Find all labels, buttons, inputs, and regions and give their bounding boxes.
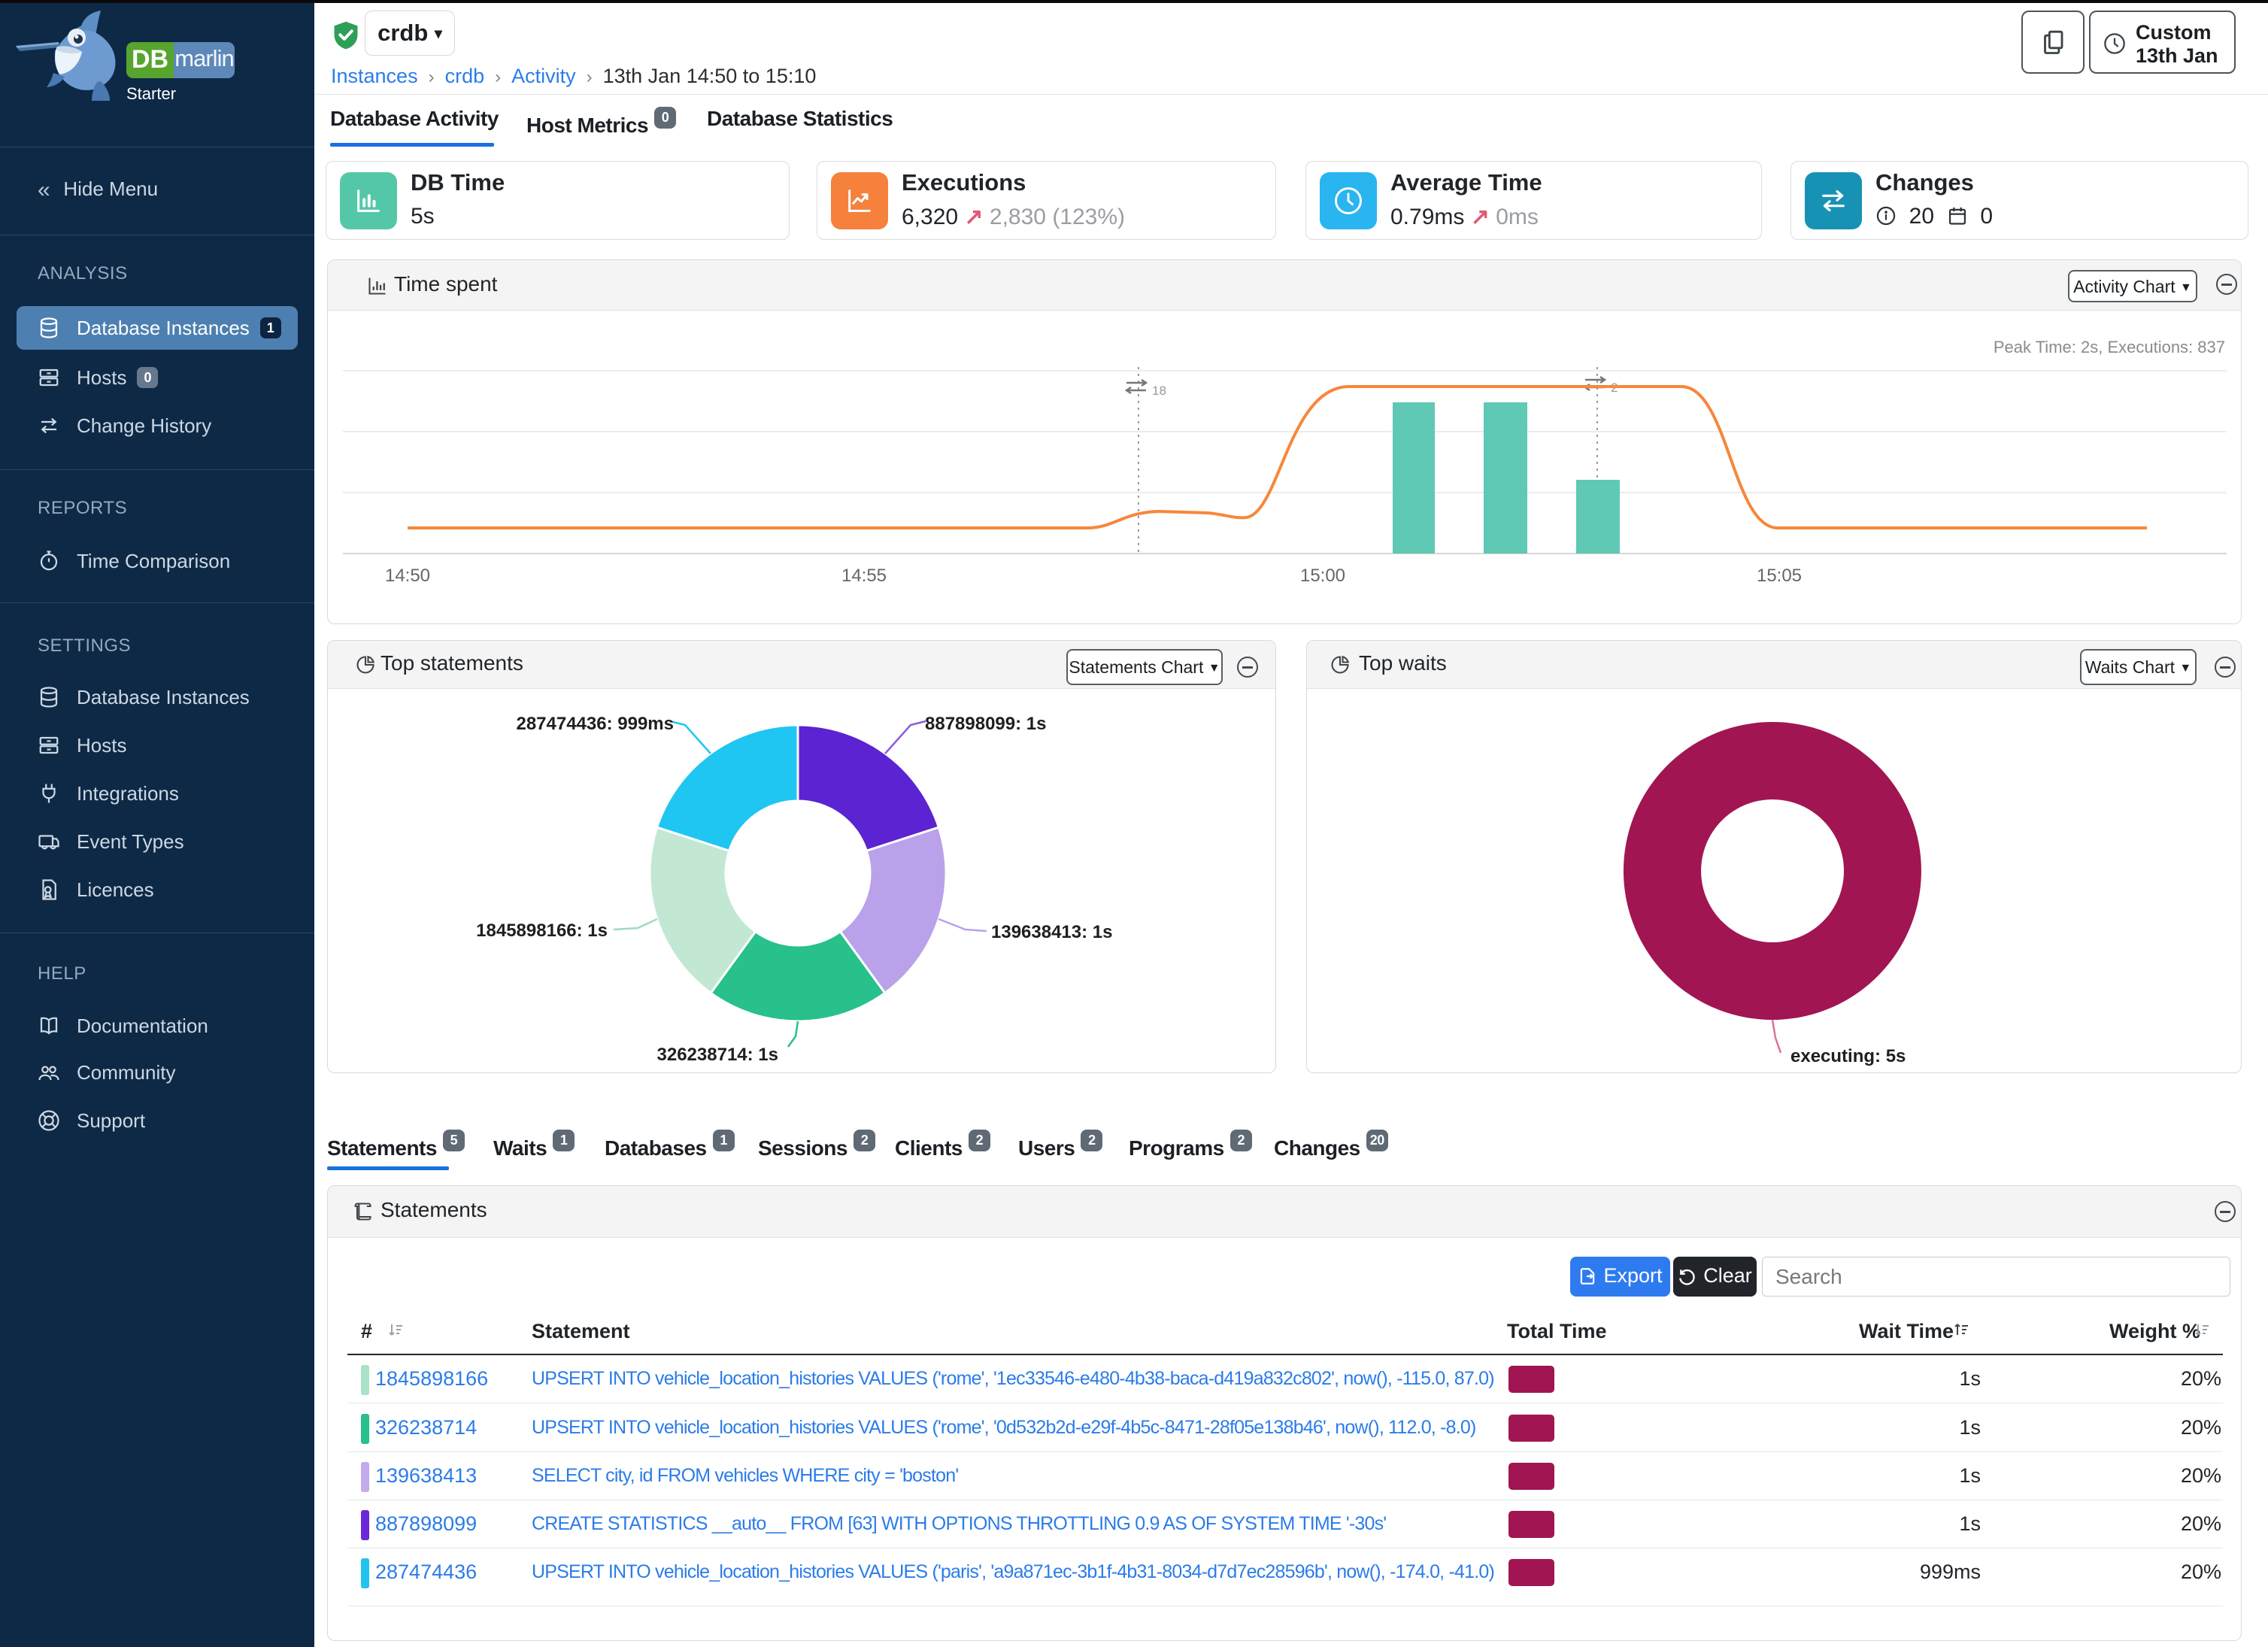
svg-text:887898099: 1s: 887898099: 1s [925,714,1046,734]
svg-text:14:50: 14:50 [385,566,430,586]
svg-text:Peak Time: 2s, Executions: 837: Peak Time: 2s, Executions: 837 [1994,338,2225,356]
svg-text:326238714: 1s: 326238714: 1s [657,1045,778,1065]
svg-text:15:05: 15:05 [1757,566,1802,586]
svg-text:1845898166: 1s: 1845898166: 1s [476,921,608,941]
svg-text:14:55: 14:55 [841,566,887,586]
svg-text:15:00: 15:00 [1300,566,1345,586]
svg-text:18: 18 [1152,384,1166,398]
svg-text:287474436: 999ms: 287474436: 999ms [516,714,674,734]
svg-text:139638413: 1s: 139638413: 1s [991,922,1112,942]
svg-text:executing: 5s: executing: 5s [1790,1046,1906,1066]
